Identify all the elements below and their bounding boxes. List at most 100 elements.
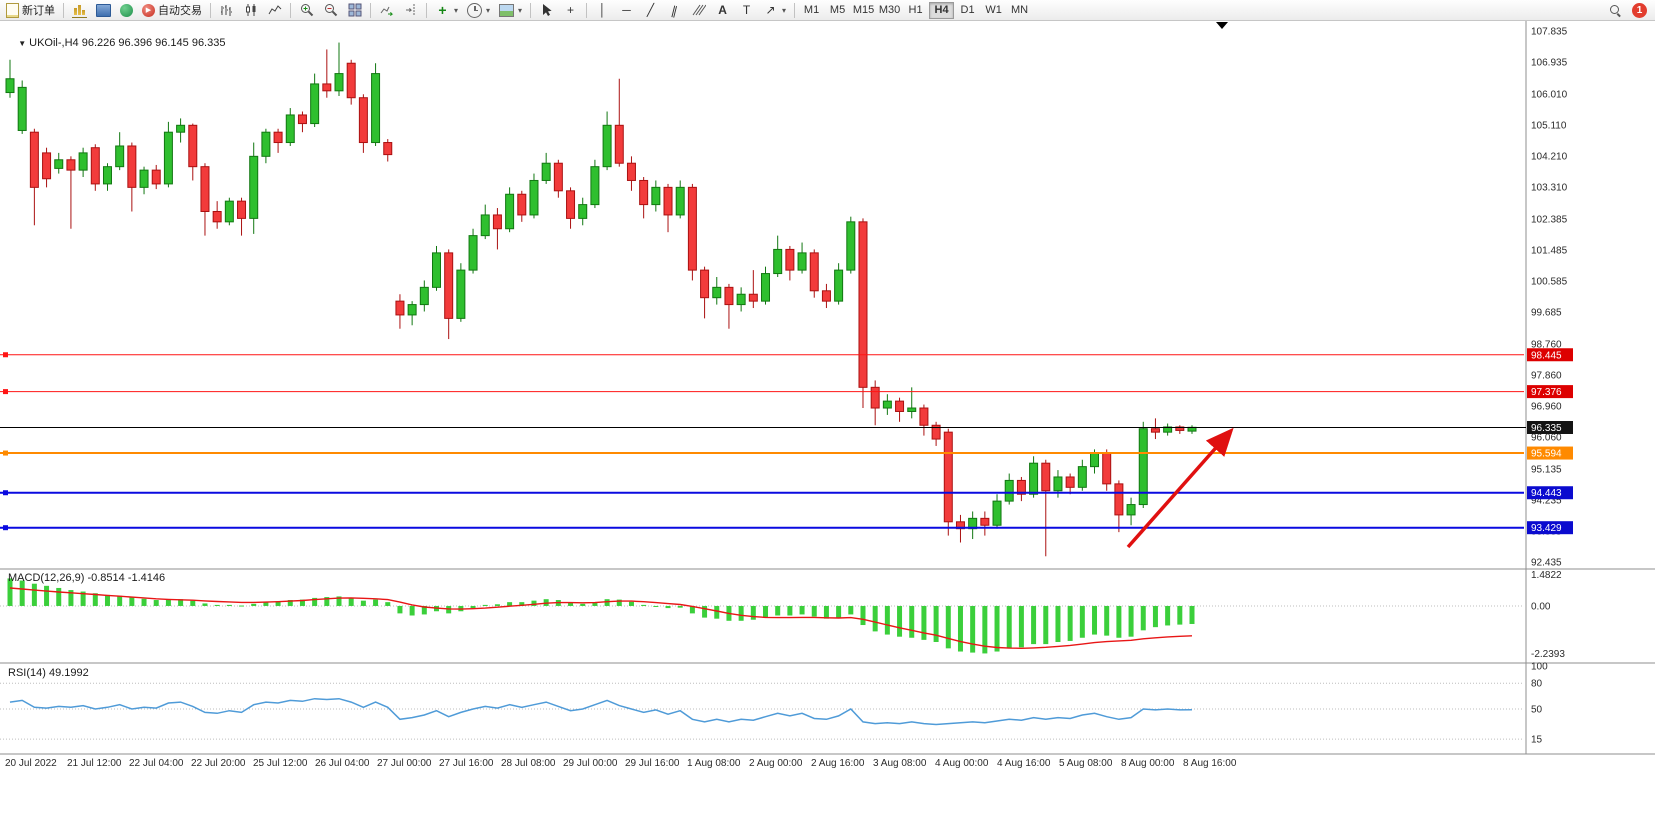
- line-anchor-handle[interactable]: [3, 389, 8, 395]
- candlestick: [224, 200, 234, 223]
- time-axis-label: 2 Aug 16:00: [811, 758, 865, 769]
- candlestick: [151, 169, 161, 185]
- macd-histogram-bar: [178, 599, 184, 606]
- candlestick: [78, 152, 88, 171]
- fibonacci-tool-button[interactable]: [687, 1, 710, 19]
- tile-windows-button[interactable]: [343, 1, 366, 19]
- macd-histogram-bar: [945, 605, 951, 649]
- time-axis-label: 22 Jul 20:00: [191, 758, 246, 769]
- macd-histogram-bar: [1031, 605, 1037, 645]
- timeframe-button-MN[interactable]: MN: [1007, 2, 1032, 19]
- macd-histogram-bar: [628, 601, 634, 606]
- timeframe-button-M15[interactable]: M15: [851, 2, 876, 19]
- timeframe-button-M30[interactable]: M30: [877, 2, 902, 19]
- macd-histogram-bar: [1140, 605, 1146, 631]
- profiles-button[interactable]: [92, 1, 115, 19]
- macd-histogram-bar: [641, 604, 647, 606]
- candlestick: [297, 114, 307, 125]
- notification-badge[interactable]: 1: [1632, 2, 1647, 18]
- horizontal-line-tool-button[interactable]: ─: [615, 1, 638, 19]
- candlestick: [1053, 476, 1063, 492]
- candlestick: [761, 273, 771, 302]
- macd-histogram-bar: [1116, 605, 1122, 638]
- macd-histogram-bar: [921, 605, 927, 640]
- macd-histogram-bar: [31, 583, 37, 606]
- macd-histogram-bar: [689, 605, 695, 614]
- label-tool-icon: T: [742, 3, 751, 17]
- toolbar-separator: [426, 2, 427, 18]
- candlestick: [980, 517, 990, 526]
- timeframe-button-M5[interactable]: M5: [825, 2, 850, 19]
- toolbar-separator: [370, 2, 371, 18]
- macd-histogram-bar: [7, 578, 13, 606]
- template-image-icon: [499, 3, 515, 17]
- price-axis-label: 101.485: [1531, 245, 1568, 256]
- price-axis-label: 104.210: [1531, 151, 1568, 162]
- candle-chart-mode-button[interactable]: [239, 1, 262, 19]
- candlestick: [505, 193, 515, 230]
- macd-histogram-bar: [823, 605, 829, 619]
- chart-shift-marker[interactable]: [1216, 22, 1228, 29]
- candlestick: [237, 200, 247, 219]
- templates-button[interactable]: ▾: [495, 1, 526, 19]
- text-tool-icon: A: [718, 3, 727, 17]
- text-tool-button[interactable]: A: [711, 1, 734, 19]
- zoom-out-button[interactable]: [319, 1, 342, 19]
- arrows-tool-button[interactable]: ↗ ▾: [759, 1, 790, 19]
- candlestick: [1163, 426, 1173, 433]
- price-line-badge: [1527, 421, 1573, 435]
- vertical-line-tool-button[interactable]: │: [591, 1, 614, 19]
- line-anchor-handle[interactable]: [3, 525, 8, 531]
- zoom-in-button[interactable]: [295, 1, 318, 19]
- candlestick: [517, 193, 527, 216]
- bar-chart-mode-button[interactable]: [215, 1, 238, 19]
- price-axis-label: 106.010: [1531, 89, 1568, 100]
- macd-histogram-bar: [1006, 605, 1012, 649]
- periods-button[interactable]: ▾: [463, 1, 494, 19]
- macd-histogram-bar: [933, 605, 939, 642]
- autotrading-button[interactable]: ▶ 自动交易: [138, 1, 206, 19]
- trendline-tool-button[interactable]: ╱: [639, 1, 662, 19]
- candlestick: [163, 131, 173, 185]
- macd-histogram-bar: [104, 594, 110, 606]
- macd-histogram-bar: [994, 605, 1000, 652]
- new-chart-button[interactable]: [68, 1, 91, 19]
- line-anchor-handle[interactable]: [3, 352, 8, 358]
- label-tool-button[interactable]: T: [735, 1, 758, 19]
- chart-shift-button[interactable]: [399, 1, 422, 19]
- macd-histogram-bar: [1092, 605, 1098, 635]
- line-anchor-handle[interactable]: [3, 490, 8, 496]
- macd-histogram-bar: [653, 605, 659, 607]
- candlestick: [5, 78, 15, 94]
- candlestick: [249, 155, 259, 219]
- auto-scroll-button[interactable]: [375, 1, 398, 19]
- candlestick: [663, 186, 673, 216]
- timeframe-button-H4[interactable]: H4: [929, 1, 955, 19]
- mql5-community-button[interactable]: [116, 1, 137, 19]
- candlestick: [346, 62, 356, 99]
- new-order-button[interactable]: 新订单: [2, 1, 59, 19]
- price-axis-label: 99.685: [1531, 307, 1562, 318]
- candlestick: [809, 252, 819, 292]
- candlestick: [188, 124, 198, 168]
- timeframe-button-W1[interactable]: W1: [981, 2, 1006, 19]
- channel-tool-button[interactable]: ∥: [663, 1, 686, 19]
- candlestick: [42, 152, 52, 180]
- timeframe-button-M1[interactable]: M1: [799, 2, 824, 19]
- candlestick: [821, 290, 831, 302]
- crosshair-button[interactable]: +: [559, 1, 582, 19]
- time-axis-label: 3 Aug 08:00: [873, 758, 927, 769]
- timeframe-button-H1[interactable]: H1: [903, 2, 928, 19]
- indicators-button[interactable]: + ▾: [431, 1, 462, 19]
- trend-arrow-annotation[interactable]: [1126, 427, 1234, 549]
- line-anchor-handle[interactable]: [3, 450, 8, 456]
- candlestick: [322, 83, 332, 92]
- cursor-button[interactable]: [535, 1, 558, 19]
- search-button[interactable]: [1604, 1, 1627, 19]
- price-axis-label: 100.585: [1531, 276, 1568, 287]
- macd-histogram-bar: [848, 605, 854, 615]
- timeframe-button-D1[interactable]: D1: [955, 2, 980, 19]
- line-chart-mode-button[interactable]: [263, 1, 286, 19]
- candlestick: [29, 131, 39, 188]
